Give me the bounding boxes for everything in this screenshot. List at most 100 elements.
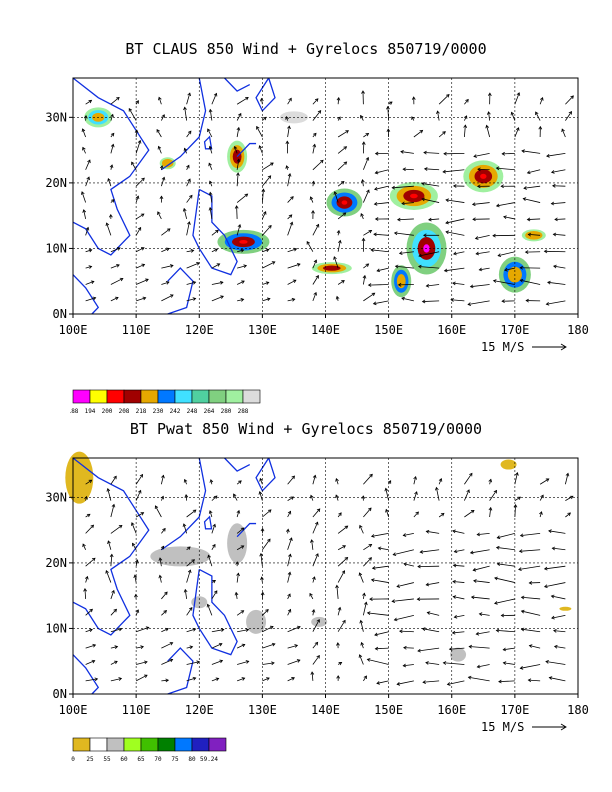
shade-blob (450, 647, 467, 662)
wind-vector (234, 205, 239, 219)
wind-vector (438, 131, 446, 138)
wind-vector (335, 295, 340, 301)
wind-vector (526, 217, 541, 222)
wind-vector (361, 495, 366, 501)
coastline (167, 647, 194, 695)
lon-tick-label: 180 (567, 703, 589, 717)
wind-vector (110, 199, 115, 203)
wind-vector (237, 628, 250, 633)
wind-vector (258, 145, 263, 154)
wind-vector (565, 110, 572, 121)
wind-vector (546, 152, 566, 158)
legend-swatch (157, 737, 176, 752)
legend-swatch (106, 389, 125, 404)
shade-blob (150, 546, 211, 567)
wind-vector (135, 139, 142, 154)
wind-vector (105, 222, 112, 236)
wind-vector (262, 677, 270, 682)
wind-vector (492, 233, 515, 238)
lon-tick-label: 150E (374, 703, 403, 717)
wind-vector (287, 553, 292, 567)
wind-vector (501, 151, 515, 156)
lon-tick-label: 100E (59, 323, 88, 337)
wind-vector (285, 115, 289, 121)
wind-vector (403, 645, 414, 650)
wind-vector (236, 643, 246, 649)
wind-vector (539, 97, 544, 105)
wind-vector (435, 486, 440, 501)
wind-vector (485, 124, 491, 138)
wind-vector (85, 265, 93, 269)
wind-vector (128, 107, 137, 121)
wind-vector (262, 175, 272, 187)
legend-label: 280 (221, 408, 232, 415)
wind-vector (161, 247, 170, 253)
wind-vector (359, 619, 364, 632)
wind-vector (487, 92, 492, 105)
wind-vector (521, 149, 541, 154)
wind-vector (161, 642, 174, 649)
wind-vector (85, 557, 96, 567)
wind-vector (207, 554, 213, 567)
lon-tick-label: 170E (500, 323, 529, 337)
shade-blob (525, 231, 543, 240)
legend-label: 288 (238, 408, 249, 415)
coastline (192, 188, 238, 276)
wind-vector (550, 169, 566, 174)
wind-vector (287, 496, 295, 501)
wind-vector (448, 647, 465, 651)
wind-vector (370, 248, 389, 253)
wind-vector (311, 180, 316, 187)
wind-vector (418, 251, 440, 258)
wind-vector (413, 511, 419, 518)
lon-tick-label: 140E (311, 703, 340, 717)
wind-vector (186, 509, 197, 518)
wind-vector (471, 202, 490, 207)
coastline (161, 457, 207, 551)
wind-vector (550, 594, 566, 600)
coastline (236, 142, 257, 158)
wind-vector (428, 217, 440, 222)
legend-swatch (174, 389, 193, 404)
lon-tick-label: 130E (248, 323, 277, 337)
wind-vector (312, 291, 317, 302)
reference-vector-label: 15 M/S (481, 340, 524, 354)
wind-vector (182, 523, 188, 534)
wind-vector (500, 184, 515, 189)
wind-vector (467, 675, 490, 682)
wind-vector (388, 101, 393, 105)
wind-vector (363, 507, 372, 518)
wind-vector (337, 239, 342, 252)
wind-vector (211, 523, 216, 534)
wind-vector (500, 613, 515, 618)
lon-tick-label: 120E (185, 703, 214, 717)
wind-vector (237, 298, 245, 302)
wind-vector (514, 471, 519, 485)
wind-vector (186, 627, 197, 633)
wind-vector (337, 525, 349, 534)
wind-vector (312, 98, 319, 105)
wind-vector (468, 644, 490, 649)
wind-vector (367, 283, 389, 287)
wind-vector (547, 280, 566, 285)
wind-vector (262, 162, 274, 171)
wind-vector (337, 116, 341, 121)
shade-blob (246, 609, 267, 634)
wind-vector (416, 597, 440, 602)
wind-vector (361, 90, 365, 105)
wind-vector (337, 606, 342, 616)
wind-vector (417, 564, 440, 569)
legend-label: 70 (154, 756, 162, 763)
wind-vector (208, 191, 213, 203)
wind-vector (110, 627, 123, 633)
coastline (72, 654, 100, 695)
wind-vector (135, 473, 144, 485)
shade-blob (323, 265, 341, 271)
wind-vector (396, 680, 414, 686)
wind-vector (106, 487, 112, 501)
wind-vector (211, 579, 217, 584)
wind-vector (550, 201, 566, 206)
wind-vector (504, 267, 515, 272)
wind-vector (360, 179, 365, 187)
wind-vector (399, 629, 414, 634)
